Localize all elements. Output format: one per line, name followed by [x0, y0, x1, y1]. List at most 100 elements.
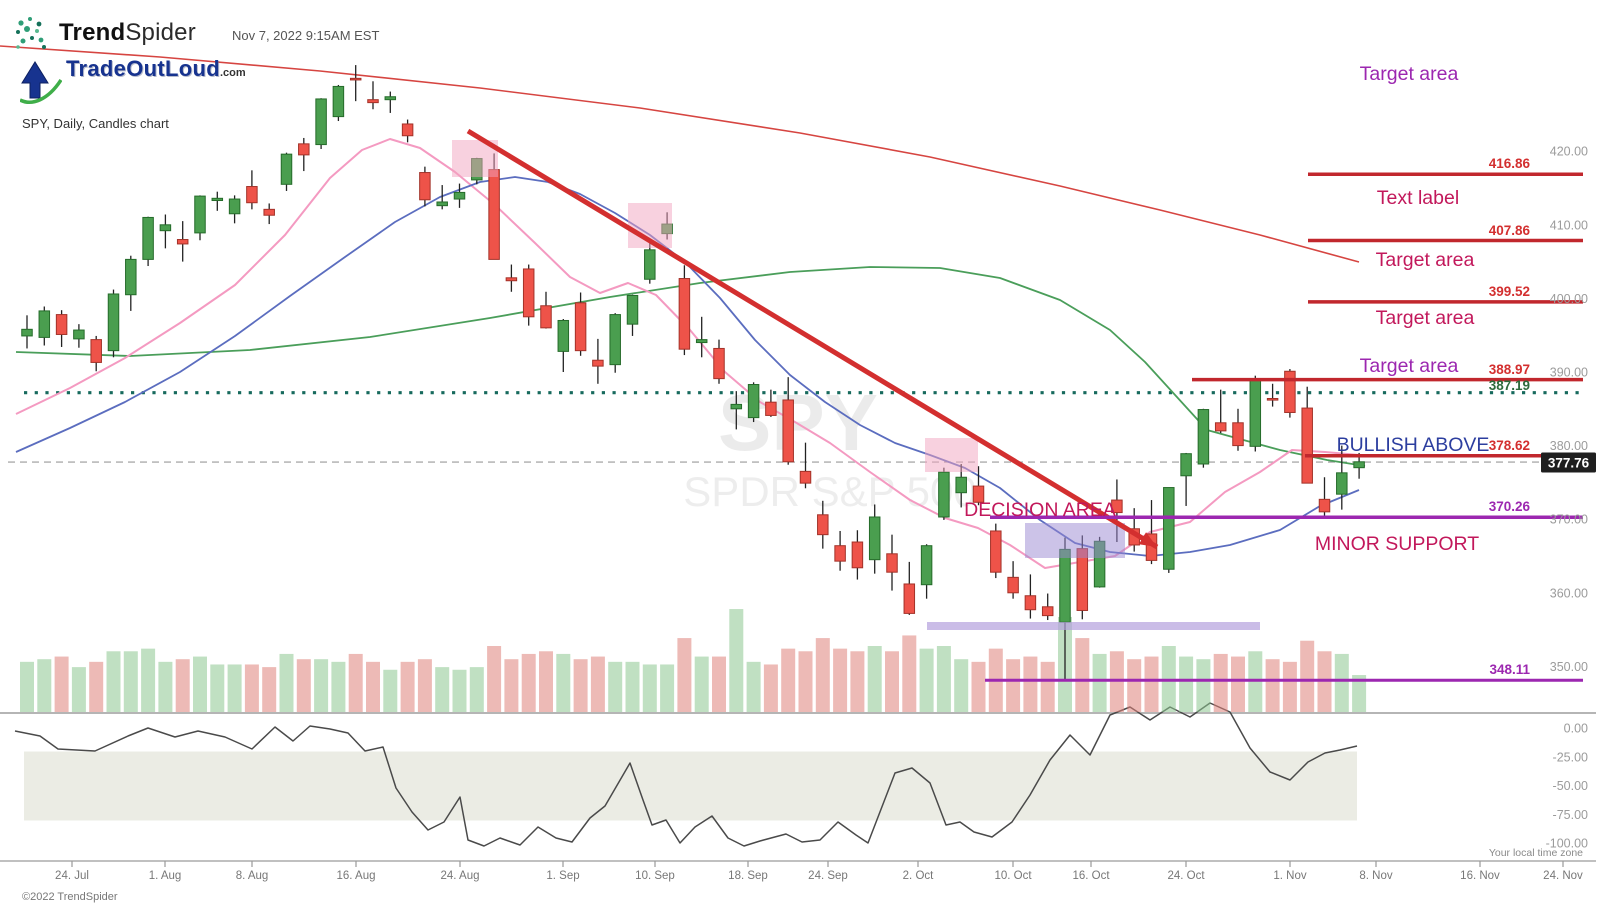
tradeoutloud-arrow-icon [20, 61, 62, 104]
candle-Jul-20 [21, 328, 33, 337]
x-axis-date-label: 24. Oct [1167, 870, 1205, 882]
candle-Aug-8 [246, 186, 258, 204]
candle-Jul-21 [38, 310, 51, 338]
volume-bar [244, 664, 259, 712]
oscillator-axis-label: -75.00 [1553, 808, 1588, 822]
volume-bar [175, 659, 190, 712]
annotation-target-area-1[interactable]: Target area [1360, 63, 1459, 85]
candle-Aug-16 [349, 77, 362, 81]
volume-bar [1040, 661, 1055, 712]
volume-bar [158, 661, 173, 712]
volume-bar [712, 656, 726, 712]
highlight-box-5[interactable] [927, 622, 1260, 630]
level-label-416.86: 416.86 [1489, 156, 1531, 171]
candle-Nov-2 [1301, 407, 1313, 484]
candle-Oct-11 [1024, 595, 1037, 611]
candle-Oct-13 [1059, 548, 1071, 623]
volume-bar [1265, 659, 1280, 712]
candle-Sep-9 [644, 249, 656, 280]
volume-bar [729, 609, 744, 712]
watermark-name: SPDR S&P 500 [683, 468, 976, 515]
volume-bar [850, 651, 865, 712]
oscillator-axis-label: -100.00 [1546, 837, 1588, 851]
highlight-box-4[interactable] [1025, 523, 1125, 558]
x-axis-date-label: 2. Oct [903, 870, 934, 882]
highlight-box-3[interactable] [925, 438, 978, 472]
x-axis-date-label: 16. Aug [336, 870, 375, 882]
candle-Sep-20 [765, 401, 777, 416]
candle-Oct-26 [1214, 422, 1227, 432]
candle-Aug-24 [453, 191, 466, 200]
level-label-387.19: 387.19 [1489, 378, 1530, 393]
candle-Aug-2 [176, 239, 189, 245]
volume-bar [902, 635, 917, 712]
annotation-decision-area[interactable]: DECISION AREA [964, 499, 1116, 521]
candle-Sep-21 [782, 399, 794, 463]
x-axis-date-label: 1. Sep [546, 870, 579, 882]
volume-bar [54, 656, 69, 712]
price-axis-label: 410.00 [1550, 218, 1588, 232]
volume-bar [1213, 653, 1228, 712]
volume-bar [417, 659, 432, 712]
current-price-value: 377.76 [1548, 456, 1590, 471]
volume-bar [556, 653, 571, 712]
candle-Sep-28 [868, 516, 881, 561]
price-axis-label: 390.00 [1550, 366, 1588, 380]
brand-text: TrendSpider [59, 19, 196, 47]
tradeoutloud-name: TradeOutLoud [66, 56, 220, 81]
volume-bar [1006, 659, 1021, 712]
price-axis-labels: 420.00 410.00 400.00 390.00 380.00 370.00 360.… [1550, 145, 1588, 674]
candle-Oct-18 [1111, 499, 1123, 514]
annotation-target-area-2[interactable]: Target area [1376, 249, 1475, 271]
volume-bar [123, 651, 138, 712]
candle-Oct-24 [1180, 453, 1192, 477]
annotation-minor-support[interactable]: MINOR SUPPORT [1315, 533, 1479, 555]
price-axis-label: 370.00 [1550, 513, 1588, 527]
volume-bar [1231, 656, 1245, 712]
trendspider-logo: TrendSpider [14, 15, 196, 51]
annotation-target-area-3[interactable]: Target area [1376, 307, 1475, 329]
volume-bar [1127, 659, 1142, 712]
volume-bar [71, 667, 86, 712]
oscillator-axis-label: -50.00 [1553, 779, 1588, 793]
x-axis-date-label: 24. Nov [1543, 870, 1583, 882]
candle-Sep-26 [834, 545, 846, 562]
x-axis-date-label: 16. Nov [1460, 870, 1500, 882]
candle-Nov-1 [1284, 370, 1296, 413]
volume-bar [694, 656, 709, 712]
candle-Nov-3 [1318, 498, 1331, 513]
candle-Sep-15 [713, 347, 725, 380]
candle-Aug-15 [332, 85, 345, 118]
volume-bar [1092, 653, 1107, 712]
volume-bar [487, 646, 502, 712]
annotation-text-label[interactable]: Text label [1377, 187, 1459, 209]
volume-bar [936, 646, 951, 712]
candle-Aug-18 [384, 96, 397, 101]
x-axis-date-label: 8. Aug [236, 870, 269, 882]
downtrend-line[interactable] [466, 128, 1159, 550]
volume-bar [348, 653, 363, 712]
candle-Jul-28 [125, 258, 137, 296]
level-lines[interactable] [985, 172, 1583, 682]
symbol-settings-label[interactable]: SPY, Daily, Candles chart [22, 116, 169, 131]
oscillator-pane: 0.00 -25.00 -50.00 -75.00 -100.00 [0, 702, 1596, 851]
candle-Aug-3 [194, 195, 206, 234]
annotation-target-area-4[interactable]: Target area [1360, 355, 1459, 377]
current-price-badge: 377.76 [1541, 452, 1596, 473]
candle-Sep-7 [609, 314, 621, 366]
ma-line-red [0, 45, 1360, 263]
trendline-drawing[interactable] [466, 128, 1159, 550]
candle-Aug-11 [298, 143, 310, 156]
annotation-bullish-above[interactable]: BULLISH ABOVE [1337, 434, 1490, 456]
copyright: ©2022 TrendSpider [22, 891, 118, 903]
candle-Oct-31 [1266, 397, 1279, 401]
x-axis-date-label: 24. Sep [808, 870, 848, 882]
candle-Sep-22 [799, 470, 812, 484]
level-label-378.62: 378.62 [1489, 438, 1530, 453]
candle-Aug-29 [505, 277, 518, 282]
x-axis-date-label: 24. Aug [440, 870, 479, 882]
candle-Aug-30 [522, 268, 535, 318]
candle-Aug-17 [367, 99, 379, 104]
volume-bar [89, 661, 104, 712]
volume-bar [1144, 656, 1159, 712]
